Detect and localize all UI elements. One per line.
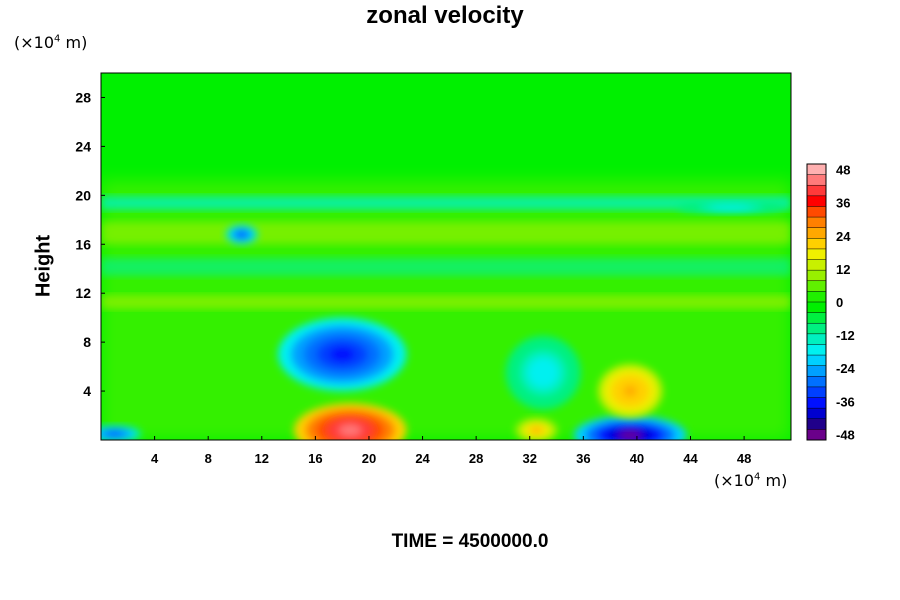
x-tick-label: 16 bbox=[308, 451, 322, 466]
colorbar-segment bbox=[807, 280, 826, 292]
colorbar-segment bbox=[807, 408, 826, 420]
feature-contour bbox=[338, 424, 362, 436]
y-tick-label: 20 bbox=[75, 187, 91, 203]
y-tick-label: 24 bbox=[75, 138, 91, 154]
x-tick-label: 12 bbox=[255, 451, 269, 466]
colorbar-segment bbox=[807, 174, 826, 186]
colorbar-tick-label: 12 bbox=[836, 262, 850, 277]
velocity-feature bbox=[573, 415, 687, 440]
shear-band-upper bbox=[101, 196, 791, 210]
velocity-feature bbox=[225, 224, 258, 245]
feature-contour bbox=[535, 365, 551, 381]
colorbar-tick-label: -12 bbox=[836, 328, 855, 343]
feature-contour bbox=[329, 347, 356, 362]
colorbar-segment bbox=[807, 227, 826, 239]
colorbar-tick-label: 36 bbox=[836, 196, 850, 211]
colorbar-tick-label: 24 bbox=[836, 229, 851, 244]
x-tick-label: 40 bbox=[630, 451, 644, 466]
colorbar-segment bbox=[807, 217, 826, 228]
x-tick-label: 20 bbox=[362, 451, 376, 466]
x-axis: 4 8 12 16 20 24 28 32 36 40 44 48 bbox=[151, 436, 751, 466]
y-tick-label: 4 bbox=[83, 383, 91, 399]
x-tick-label: 48 bbox=[737, 451, 751, 466]
colorbar-frame bbox=[806, 163, 827, 441]
colorbar-segment bbox=[807, 355, 826, 366]
time-label: TIME = 4500000.0 bbox=[391, 531, 549, 552]
x-tick-label: 8 bbox=[205, 451, 212, 466]
y-unit-exponent: 4 bbox=[54, 33, 61, 45]
colorbar-segment bbox=[807, 323, 826, 335]
colorbar-tick-label: 48 bbox=[836, 163, 850, 178]
y-axis: 4 8 12 16 20 24 28 bbox=[75, 89, 105, 399]
colorbar-tick-label: -24 bbox=[836, 361, 856, 376]
feature-layer bbox=[101, 201, 785, 440]
colorbar-segment bbox=[807, 248, 826, 260]
x-unit-exponent: 4 bbox=[754, 471, 761, 483]
colorbar-segment bbox=[807, 302, 826, 313]
velocity-feature bbox=[101, 425, 142, 440]
x-tick-label: 28 bbox=[469, 451, 483, 466]
colorbar-segment bbox=[807, 397, 826, 409]
colorbar-tick-label: -36 bbox=[836, 394, 855, 409]
colorbar-segment bbox=[807, 238, 826, 250]
velocity-feature bbox=[515, 417, 558, 440]
y-unit-suffix: m) bbox=[60, 33, 88, 52]
shear-band-mid bbox=[101, 258, 791, 276]
colorbar-segment bbox=[807, 365, 826, 377]
colorbar-segment bbox=[807, 195, 826, 207]
x-axis-unit: (×104 m) bbox=[714, 471, 787, 490]
y-tick-label: 8 bbox=[83, 334, 91, 350]
velocity-feature bbox=[505, 336, 581, 410]
colorbar-segment bbox=[807, 376, 826, 388]
feature-contour bbox=[532, 427, 541, 433]
velocity-feature bbox=[277, 317, 407, 392]
feature-contour bbox=[238, 232, 245, 237]
y-tick-label: 16 bbox=[75, 236, 91, 252]
velocity-feature bbox=[677, 201, 785, 214]
feature-contour bbox=[623, 385, 637, 397]
plot-frame bbox=[100, 72, 792, 441]
colorbar-segment bbox=[807, 312, 826, 324]
x-tick-label: 24 bbox=[415, 451, 430, 466]
plot-area bbox=[101, 73, 791, 440]
y-axis-unit: (×104 m) bbox=[14, 33, 87, 52]
x-tick-label: 36 bbox=[576, 451, 590, 466]
x-unit-prefix: (×10 bbox=[714, 471, 755, 490]
y-unit-prefix: (×10 bbox=[14, 33, 55, 52]
y-tick-label: 12 bbox=[75, 285, 91, 301]
colorbar-segment bbox=[807, 164, 826, 175]
feature-contour bbox=[618, 431, 642, 440]
colorbar-segment bbox=[807, 333, 826, 345]
colorbar-segment bbox=[807, 429, 826, 441]
velocity-feature bbox=[293, 403, 407, 440]
colorbar-tick-label: -48 bbox=[836, 427, 855, 442]
x-tick-label: 4 bbox=[151, 451, 159, 466]
colorbar-tick-label: 0 bbox=[836, 295, 843, 310]
colorbar: 48 36 24 12 0 -12 -24 -36 -48 bbox=[806, 163, 856, 442]
colorbar-segment bbox=[807, 344, 826, 356]
x-tick-label: 32 bbox=[523, 451, 537, 466]
colorbar-segment bbox=[807, 206, 826, 218]
feature-contour bbox=[109, 432, 120, 436]
colorbar-segment bbox=[807, 270, 826, 282]
chart-title: zonal velocity bbox=[366, 2, 524, 29]
feature-contour bbox=[719, 206, 742, 209]
colorbar-segment bbox=[807, 291, 826, 303]
colorbar-segment bbox=[807, 185, 826, 197]
warm-band bbox=[101, 222, 791, 244]
velocity-feature bbox=[598, 364, 663, 418]
x-unit-suffix: m) bbox=[760, 471, 788, 490]
colorbar-segment bbox=[807, 418, 826, 430]
colorbar-segment bbox=[807, 259, 826, 271]
x-tick-label: 44 bbox=[683, 451, 698, 466]
y-tick-label: 28 bbox=[75, 89, 91, 105]
lower-field bbox=[101, 180, 791, 440]
colorbar-segment bbox=[807, 386, 826, 398]
warm-band-low bbox=[101, 295, 791, 309]
